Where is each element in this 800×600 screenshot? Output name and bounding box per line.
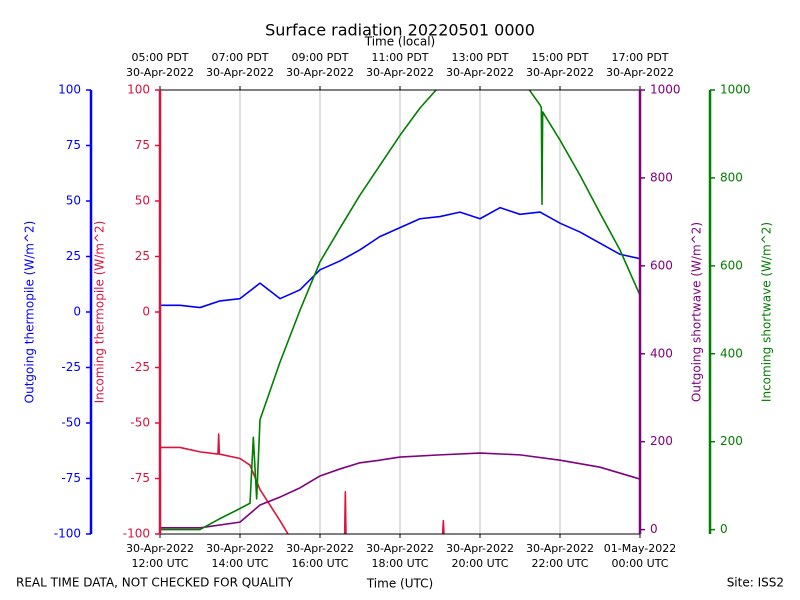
x-tick-label: 30-Apr-2022 (206, 542, 274, 555)
y-tick-label: 75 (135, 138, 150, 152)
y-tick-label: 0 (720, 522, 728, 536)
series-line (343, 491, 347, 534)
y-axis-title: Outgoing shortwave (W/m^2) (690, 222, 704, 402)
x-axis-title: Time (UTC) (366, 577, 433, 591)
x-tick-label: 12:00 UTC (131, 557, 188, 570)
y-tick-label: 50 (66, 194, 81, 208)
top-tick-label: 30-Apr-2022 (366, 66, 434, 79)
grid (239, 90, 561, 534)
x-tick-label: 00:00 UTC (611, 557, 668, 570)
top-tick-label: 30-Apr-2022 (606, 66, 674, 79)
y-axis-title: Outgoing thermopile (W/m^2) (23, 221, 37, 404)
y-tick-label: 100 (127, 83, 150, 97)
y-tick-label: 75 (66, 138, 81, 152)
y-axis-title: Incoming thermopile (W/m^2) (93, 221, 107, 404)
axes: 30-Apr-2022 12:00 UTC 30-Apr-2022 14:00 UTC… (23, 51, 774, 570)
series-line (160, 90, 640, 531)
x-tick-label: 20:00 UTC (451, 557, 508, 570)
series-line (160, 452, 640, 529)
y-tick-label: 1000 (720, 83, 751, 97)
y-tick-label: -50 (61, 416, 81, 430)
x-tick-label: 01-May-2022 (604, 542, 676, 555)
y-tick-label: 600 (720, 258, 743, 272)
y-tick-label: -25 (61, 360, 81, 374)
site-label: Site: ISS2 (727, 576, 784, 590)
y-tick-label: 100 (58, 83, 81, 97)
y-tick-label: 50 (135, 194, 150, 208)
x-tick-label: 30-Apr-2022 (286, 542, 354, 555)
y-tick-label: -100 (54, 527, 81, 541)
series-line (160, 433, 289, 534)
top-axis-title: Time (local) (364, 35, 436, 49)
y-tick-label: 0 (650, 522, 658, 536)
y-tick-label: 25 (66, 249, 81, 263)
x-tick-label: 30-Apr-2022 (126, 542, 194, 555)
x-tick-label: 30-Apr-2022 (446, 542, 514, 555)
y-axis-title: Incoming shortwave (W/m^2) (760, 222, 774, 402)
x-tick-label: 30-Apr-2022 (366, 542, 434, 555)
chart-title: Surface radiation 20220501 0000 (265, 21, 535, 40)
y-tick-label: 200 (650, 434, 673, 448)
x-tick-label: 16:00 UTC (291, 557, 348, 570)
top-tick-label: 09:00 PDT (291, 51, 348, 64)
top-tick-label: 30-Apr-2022 (526, 66, 594, 79)
y-tick-label: -25 (130, 360, 150, 374)
y-tick-label: 800 (720, 170, 743, 184)
y-tick-label: 0 (142, 305, 150, 319)
top-tick-label: 07:00 PDT (211, 51, 268, 64)
y-tick-label: -50 (130, 416, 150, 430)
top-tick-label: 30-Apr-2022 (286, 66, 354, 79)
footer-note: REAL TIME DATA, NOT CHECKED FOR QUALITY (16, 576, 294, 590)
y-tick-label: -75 (61, 471, 81, 485)
y-tick-label: 25 (135, 249, 150, 263)
x-tick-label: 14:00 UTC (211, 557, 268, 570)
top-tick-label: 13:00 PDT (451, 51, 508, 64)
top-tick-label: 05:00 PDT (131, 51, 188, 64)
plot-area (160, 90, 640, 534)
top-tick-label: 30-Apr-2022 (126, 66, 194, 79)
y-tick-label: 0 (73, 305, 81, 319)
series-line (441, 519, 445, 534)
y-tick-label: 600 (650, 258, 673, 272)
top-tick-label: 15:00 PDT (531, 51, 588, 64)
top-tick-label: 11:00 PDT (371, 51, 428, 64)
y-tick-label: 400 (650, 346, 673, 360)
series-line (160, 206, 640, 309)
top-tick-label: 30-Apr-2022 (446, 66, 514, 79)
y-tick-label: -100 (123, 527, 150, 541)
x-tick-label: 18:00 UTC (371, 557, 428, 570)
top-tick-label: 30-Apr-2022 (206, 66, 274, 79)
y-tick-label: 800 (650, 170, 673, 184)
x-tick-label: 30-Apr-2022 (526, 542, 594, 555)
y-tick-label: 1000 (650, 83, 681, 97)
y-tick-label: -75 (130, 471, 150, 485)
y-tick-label: 200 (720, 434, 743, 448)
y-tick-label: 400 (720, 346, 743, 360)
top-tick-label: 17:00 PDT (611, 51, 668, 64)
x-tick-label: 22:00 UTC (531, 557, 588, 570)
